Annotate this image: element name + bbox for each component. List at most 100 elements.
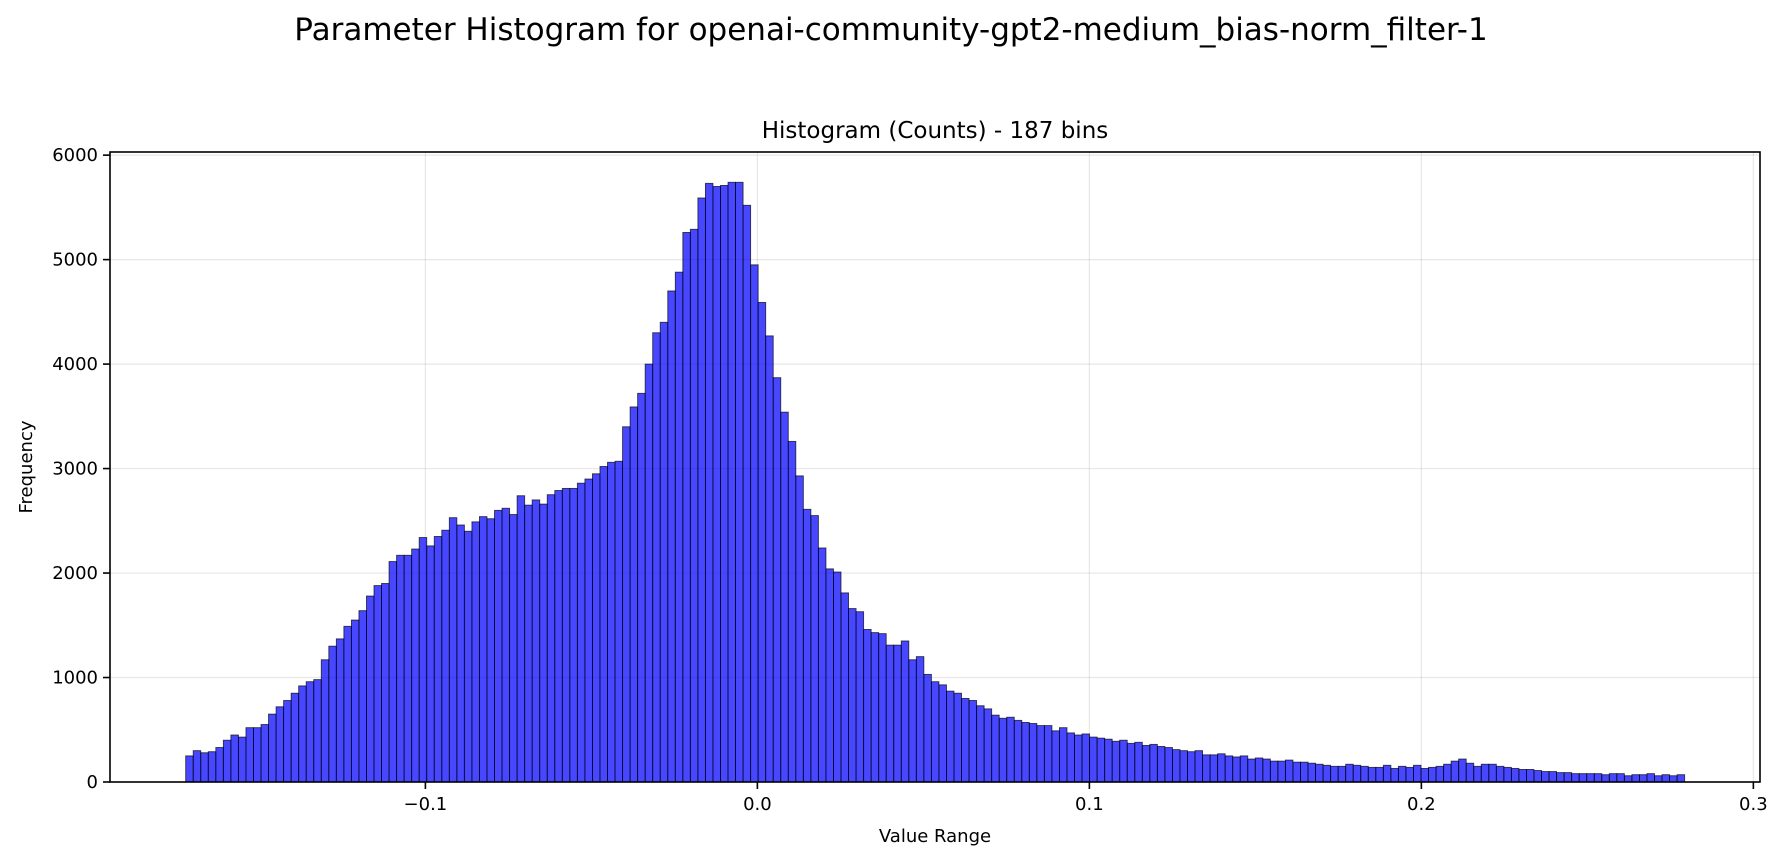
histogram-bar [1601, 774, 1610, 783]
histogram-bar [1638, 774, 1648, 783]
histogram-bar [253, 727, 262, 783]
histogram-bar [727, 181, 737, 783]
histogram-bar [1315, 763, 1324, 783]
histogram-bar [622, 426, 631, 783]
histogram-bar [1382, 764, 1392, 783]
histogram-bar [1548, 771, 1558, 783]
histogram-bar [591, 473, 601, 783]
x-tick-label: 0.0 [743, 794, 772, 815]
histogram-bar [509, 514, 518, 783]
histogram-bar [456, 524, 465, 783]
histogram-bar [946, 690, 955, 783]
histogram-bar [1006, 716, 1015, 783]
histogram-bar [1571, 773, 1580, 783]
y-tick-label: 0 [87, 772, 98, 793]
histogram-bar [192, 750, 202, 783]
histogram-bar [1541, 771, 1550, 783]
histogram-bar [1096, 737, 1106, 783]
histogram-bar [381, 583, 390, 783]
histogram-bar [1187, 751, 1196, 783]
histogram-bar [1623, 775, 1633, 783]
histogram-bar [546, 494, 556, 783]
histogram-bar [448, 517, 458, 783]
histogram-bar [795, 475, 804, 783]
histogram-bar [825, 568, 834, 783]
plot-frame [109, 151, 1761, 783]
histogram-bar [1345, 763, 1354, 783]
histogram-bar [207, 751, 217, 783]
histogram-bar [1631, 774, 1640, 783]
histogram-bar [486, 518, 495, 783]
histogram-bar [388, 561, 398, 783]
histogram-bar [403, 554, 413, 783]
histogram-bar [810, 515, 819, 783]
histogram-bar [373, 585, 382, 783]
histogram-bar [1164, 747, 1173, 783]
histogram-bar [833, 571, 842, 783]
histogram-bar [968, 700, 978, 783]
histogram-bar [1111, 740, 1121, 783]
histogram-bar [1450, 760, 1460, 783]
histogram-bar [350, 619, 360, 783]
histogram-bar [1224, 755, 1234, 783]
histogram-bar [479, 516, 488, 783]
histogram-bar [1254, 757, 1264, 783]
histogram-bar [320, 659, 330, 783]
histogram-bar [1676, 774, 1686, 783]
histogram-bar [1375, 766, 1384, 783]
histogram-bars [185, 181, 1686, 783]
axis-ticks: −0.1 0.0 0.1 0.2 0.3 0 1000 2000 3000 4000 5000 600… [52, 145, 1767, 815]
x-axis-label: Value Range [879, 826, 991, 847]
histogram-bar [1367, 766, 1377, 783]
histogram-bar [1292, 761, 1301, 783]
histogram-bar [1654, 775, 1663, 783]
histogram-bar [976, 705, 985, 783]
histogram-bar [689, 228, 699, 783]
histogram-bar [283, 700, 292, 783]
histogram-bar [1413, 764, 1422, 783]
histogram-bar [569, 487, 578, 783]
histogram-bar [1194, 750, 1204, 783]
histogram-bar [1179, 750, 1188, 783]
histogram-bar [682, 231, 691, 783]
histogram-bar [1021, 721, 1030, 783]
histogram-bar [185, 755, 194, 783]
histogram-bar [1669, 775, 1678, 783]
histogram-bar [652, 332, 661, 783]
histogram-bar [1428, 766, 1437, 783]
y-tick-label: 1000 [52, 668, 98, 689]
histogram-bar [1480, 763, 1490, 783]
histogram-bar [298, 685, 307, 783]
histogram-bar [418, 537, 428, 783]
histogram-bar [1028, 723, 1038, 783]
histogram-bar [644, 363, 654, 783]
histogram-bar [848, 608, 857, 783]
histogram-bar [539, 503, 548, 783]
histogram-bar [1277, 760, 1286, 783]
histogram-bar [215, 747, 224, 783]
histogram-bar [674, 271, 684, 783]
histogram-bar [863, 629, 872, 783]
histogram-bar [697, 197, 706, 783]
histogram-bar [1443, 763, 1452, 783]
histogram-bar [1458, 758, 1467, 783]
histogram-bar [576, 482, 586, 783]
histogram-bar [1586, 773, 1595, 783]
y-tick-label: 4000 [52, 354, 98, 375]
histogram-bar [494, 509, 503, 783]
histogram-bar [260, 724, 270, 783]
y-tick-label: 2000 [52, 563, 98, 584]
histogram-bar [313, 679, 322, 783]
histogram-bar [1013, 719, 1023, 783]
histogram-bar [840, 592, 849, 783]
histogram-bar [878, 633, 887, 783]
histogram-bar [1533, 770, 1542, 783]
histogram-bar [268, 713, 277, 783]
histogram-bar [772, 377, 782, 783]
histogram-bar [930, 681, 940, 783]
histogram-bar [817, 547, 827, 783]
y-tick-label: 3000 [52, 459, 98, 480]
histogram-bar [1141, 744, 1151, 783]
histogram-bar [1390, 767, 1399, 783]
